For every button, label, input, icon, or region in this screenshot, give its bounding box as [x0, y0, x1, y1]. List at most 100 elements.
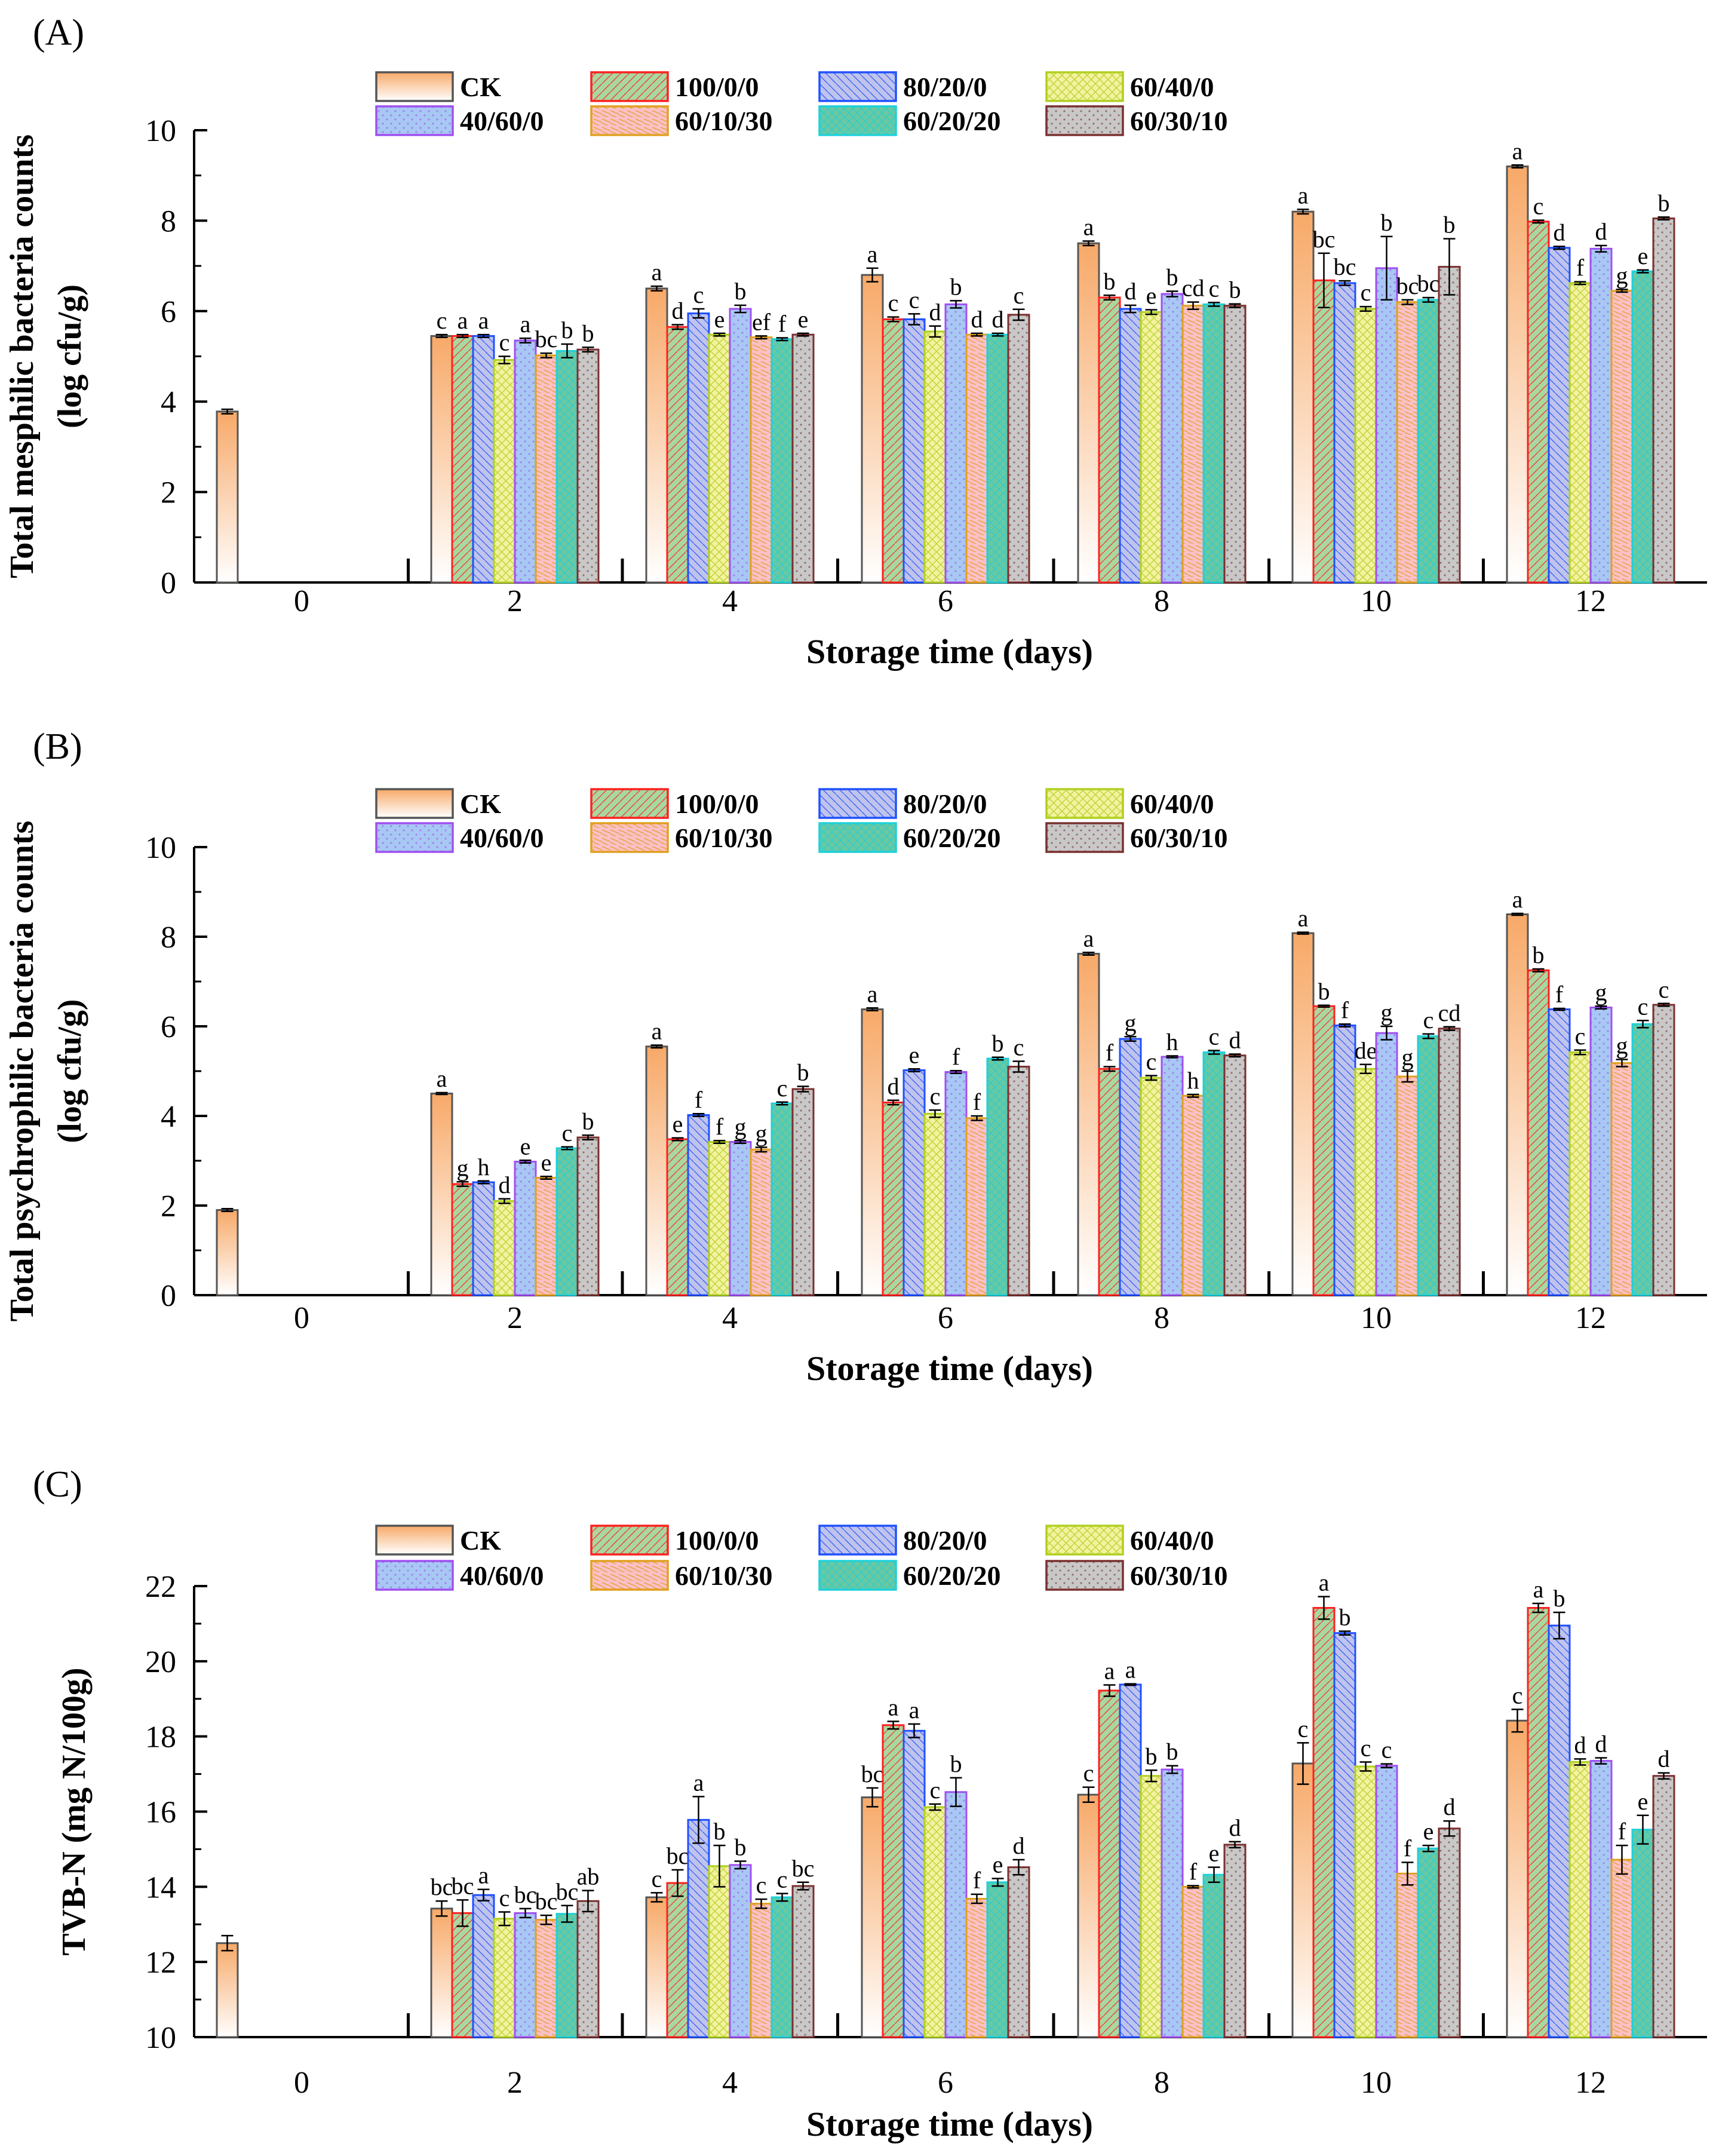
- y-tick-label: 20: [145, 1645, 176, 1679]
- significance-label: b: [1533, 941, 1545, 968]
- significance-label: c: [437, 307, 447, 334]
- bar-60-40-0-day2: [493, 1918, 516, 2038]
- legend-label: 40/60/0: [460, 823, 544, 853]
- significance-label: h: [478, 1154, 490, 1180]
- significance-label: c: [499, 1884, 510, 1911]
- y-tick-label: 10: [145, 114, 176, 148]
- significance-label: c: [756, 1872, 767, 1899]
- significance-label: a: [909, 1697, 920, 1723]
- bar-60-30-10-day6: [1007, 1866, 1030, 2038]
- legend-label: 60/40/0: [1130, 72, 1214, 102]
- panel-label: (B): [33, 726, 82, 767]
- bar-CK-day8: [1077, 953, 1100, 1296]
- x-axis-label: Storage time (days): [806, 632, 1093, 671]
- bar-100-0-0-day12: [1527, 220, 1550, 584]
- legend-swatch: [590, 71, 669, 102]
- bar-80-20-0-day8: [1119, 1038, 1142, 1296]
- x-tick-label: 10: [1361, 1301, 1392, 1335]
- bar-60-20-20-day6: [986, 333, 1009, 584]
- bar-60-40-0-day12: [1568, 1051, 1592, 1296]
- x-tick-label: 4: [722, 1301, 738, 1335]
- bar-60-40-0-day12: [1568, 1761, 1592, 2038]
- significance-label: c: [1298, 1715, 1309, 1742]
- bar-100-0-0-day10: [1312, 279, 1336, 584]
- bar-CK-day10: [1291, 210, 1315, 584]
- legend-label: 60/40/0: [1130, 1525, 1214, 1556]
- significance-label: a: [1083, 213, 1094, 240]
- bar-80-20-0-day4: [687, 312, 710, 584]
- significance-label: e: [993, 1851, 1003, 1878]
- bar-60-10-30-day10: [1396, 301, 1419, 584]
- legend-swatch: [1045, 1560, 1124, 1591]
- bar-60-20-20-day10: [1417, 1035, 1440, 1296]
- bar-40-60-0-day10: [1375, 1765, 1398, 2038]
- significance-label: f: [778, 310, 787, 337]
- x-tick-label: 6: [938, 1301, 953, 1335]
- bar-40-60-0-day2: [514, 1161, 537, 1296]
- significance-label: f: [716, 1113, 724, 1140]
- bar-60-10-30-day2: [535, 354, 558, 584]
- bar-CK-day6: [861, 1796, 884, 2038]
- significance-label: d: [1444, 1793, 1456, 1820]
- significance-label: d: [1574, 1731, 1586, 1758]
- x-tick-label: 2: [507, 584, 523, 618]
- significance-label: g: [1381, 999, 1393, 1026]
- y-axis-label: (log cfu/g): [51, 284, 88, 428]
- significance-label: a: [1512, 886, 1523, 913]
- bar-60-40-0-day6: [923, 330, 947, 584]
- significance-label: bc: [431, 1873, 453, 1900]
- bar-60-20-20-day6: [986, 1881, 1009, 2038]
- bar-60-30-10-day12: [1652, 1004, 1675, 1296]
- bar-60-20-20-day12: [1631, 1829, 1654, 2038]
- significance-label: ef: [752, 308, 771, 335]
- significance-label: c: [930, 1777, 941, 1804]
- bar-100-0-0-day4: [666, 1882, 689, 2038]
- bar-40-60-0-day12: [1589, 1007, 1613, 1296]
- significance-label: a: [1125, 1657, 1136, 1683]
- y-tick-label: 4: [161, 1100, 176, 1134]
- legend-swatch: [375, 1525, 454, 1556]
- significance-label: a: [1298, 905, 1309, 932]
- bar-60-30-10-day12: [1652, 217, 1675, 584]
- bar-40-60-0-day10: [1375, 1032, 1398, 1296]
- significance-label: bc: [1334, 253, 1356, 280]
- significance-label: a: [867, 241, 878, 268]
- bar-100-0-0-day6: [882, 318, 905, 584]
- bar-60-20-20-day6: [986, 1057, 1009, 1296]
- bar-80-20-0-day2: [472, 1181, 495, 1296]
- bar-80-20-0-day10: [1333, 1632, 1356, 2038]
- bar-60-10-30-day8: [1181, 1094, 1205, 1296]
- bar-60-40-0-day8: [1140, 1077, 1163, 1296]
- x-axis-label: Storage time (days): [806, 1349, 1093, 1388]
- bar-60-20-20-day4: [770, 1896, 794, 2038]
- legend-swatch: [1045, 71, 1124, 102]
- bar-40-60-0-day6: [944, 303, 968, 584]
- bar-100-0-0-day6: [882, 1102, 905, 1296]
- x-tick-label: 8: [1154, 2066, 1169, 2100]
- legend-label: 80/20/0: [903, 789, 987, 819]
- bar-80-20-0-day2: [472, 1894, 495, 2038]
- significance-label: b: [1339, 1604, 1351, 1631]
- bar-CK-day0: [216, 1209, 239, 1296]
- legend-swatch: [375, 822, 454, 853]
- bar-CK-day4: [645, 287, 668, 584]
- bar-80-20-0-day6: [902, 1069, 926, 1296]
- x-tick-label: 6: [938, 584, 953, 618]
- significance-label: a: [1319, 1569, 1330, 1596]
- bar-100-0-0-day8: [1098, 1689, 1121, 2038]
- significance-label: c: [1638, 993, 1649, 1020]
- significance-label: c: [1209, 1023, 1220, 1050]
- significance-label: d: [1595, 1731, 1607, 1758]
- significance-label: f: [695, 1086, 703, 1113]
- bar-60-30-10-day8: [1223, 1844, 1247, 2038]
- significance-label: g: [1616, 262, 1628, 289]
- significance-label: b: [714, 1818, 726, 1845]
- bar-CK-day2: [430, 1907, 453, 2038]
- significance-label: d: [672, 298, 684, 324]
- bar-100-0-0-day8: [1098, 296, 1121, 584]
- x-tick-label: 4: [722, 584, 738, 618]
- significance-label: b: [1658, 189, 1670, 216]
- y-tick-label: 2: [161, 1189, 176, 1223]
- bar-60-20-20-day12: [1631, 1023, 1654, 1296]
- significance-label: a: [478, 307, 489, 334]
